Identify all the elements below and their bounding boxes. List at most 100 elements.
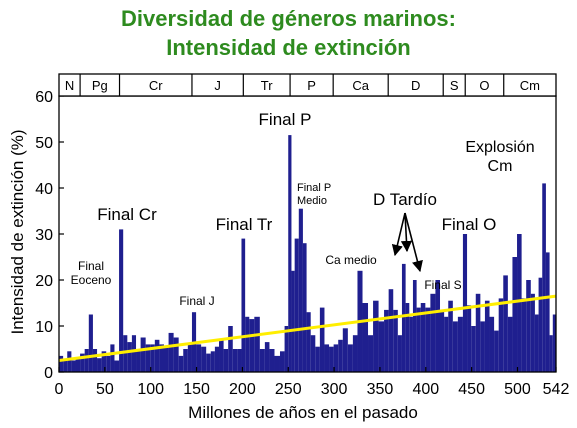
annotation-dtardio: D Tardío (373, 190, 437, 209)
bar (294, 238, 299, 372)
bar (352, 335, 358, 372)
bar (97, 358, 102, 372)
bar (440, 309, 445, 372)
bar (237, 349, 242, 372)
x-tick-label: 300 (321, 381, 348, 398)
bar (150, 344, 155, 372)
arrow (404, 212, 423, 273)
bar (131, 335, 137, 372)
bar (405, 303, 410, 372)
bar (127, 342, 132, 372)
bar (538, 277, 543, 372)
period-label: D (411, 78, 420, 93)
bar (435, 280, 441, 372)
bar (467, 305, 472, 372)
bar (114, 360, 120, 372)
bar (388, 289, 394, 372)
x-tick-label: 400 (412, 381, 439, 398)
bar (444, 316, 449, 372)
chart-title-line-2: Intensidad de extinción (166, 35, 411, 60)
bar (206, 353, 211, 372)
annotation-line: Medio (297, 195, 327, 207)
chart-title-line-1: Diversidad de géneros marinos: (121, 6, 456, 31)
bar (140, 337, 146, 372)
bar (384, 309, 389, 372)
bar (75, 358, 81, 372)
arrow (400, 212, 413, 253)
annotation-line: Final J (179, 294, 214, 308)
annotation-line: Cm (488, 158, 513, 175)
bar (333, 344, 339, 372)
bar (269, 349, 275, 372)
x-tick-label: 0 (55, 381, 64, 398)
period-strip: N Pg Cr J Tr P Ca D S O Cm (58, 73, 557, 97)
bar (274, 355, 280, 372)
bar (530, 293, 535, 372)
bar (59, 355, 64, 372)
bar (219, 339, 224, 372)
bar (80, 353, 85, 372)
bar (457, 316, 463, 372)
bar (475, 293, 481, 372)
annotation-camedio: Ca medio (325, 253, 377, 267)
annotation-s: Final S (424, 278, 461, 292)
bar (498, 298, 504, 372)
bar (507, 316, 513, 372)
bar (214, 346, 220, 372)
bar (397, 335, 402, 372)
bar (378, 321, 385, 372)
y-tick-label: 10 (35, 319, 53, 336)
bar (430, 293, 436, 372)
axes-group: 0 10 20 30 40 50 60 0 50 100 150 200 250 300 350 400 450… (35, 89, 569, 398)
annotation-p: Final P (259, 110, 312, 129)
period-label: N (65, 78, 74, 93)
y-tick-label: 30 (35, 227, 53, 244)
annotation-line: Final Cr (97, 205, 157, 224)
bar (484, 300, 490, 372)
annotation-line: D Tardío (373, 190, 437, 209)
bar (319, 307, 325, 372)
bar (145, 344, 151, 372)
bar (163, 346, 169, 372)
bar (329, 346, 334, 372)
bar (123, 335, 128, 372)
bar (228, 326, 233, 372)
bar (362, 303, 369, 372)
bar (517, 234, 522, 372)
annotation-line: Ca medio (325, 253, 377, 267)
bar (187, 344, 192, 372)
bar (279, 351, 285, 372)
bar (245, 316, 250, 372)
bar (401, 263, 406, 372)
annotation-line: Final (78, 259, 104, 273)
bar (119, 229, 124, 372)
chart-title: Diversidad de géneros marinos: Intensida… (0, 4, 577, 62)
period-label: Cr (149, 78, 163, 93)
bar (254, 316, 260, 372)
annotation-line: Final O (442, 215, 497, 234)
bar (88, 314, 93, 372)
y-tick-label: 60 (35, 89, 53, 106)
bar (542, 183, 546, 372)
bar (110, 344, 115, 372)
bar (393, 309, 398, 372)
bar (521, 298, 527, 372)
annotation-line: Eoceno (71, 273, 112, 287)
annotation-line: Final S (424, 278, 461, 292)
annotation-j: Final J (179, 294, 214, 308)
annotation-cr: Final Cr (97, 205, 157, 224)
bar (63, 360, 68, 372)
y-tick-label: 0 (44, 365, 53, 382)
bar (259, 349, 265, 372)
bar (409, 316, 413, 372)
bar (183, 349, 188, 372)
annotation-tr: Final Tr (216, 215, 273, 234)
bar (201, 346, 207, 372)
bar (106, 355, 111, 372)
bar (249, 319, 255, 372)
bar (368, 335, 374, 372)
bar (549, 335, 553, 372)
x-tick-label: 100 (137, 381, 164, 398)
x-axis-label: Millones de años en el pasado (188, 403, 418, 422)
bar (489, 316, 495, 372)
